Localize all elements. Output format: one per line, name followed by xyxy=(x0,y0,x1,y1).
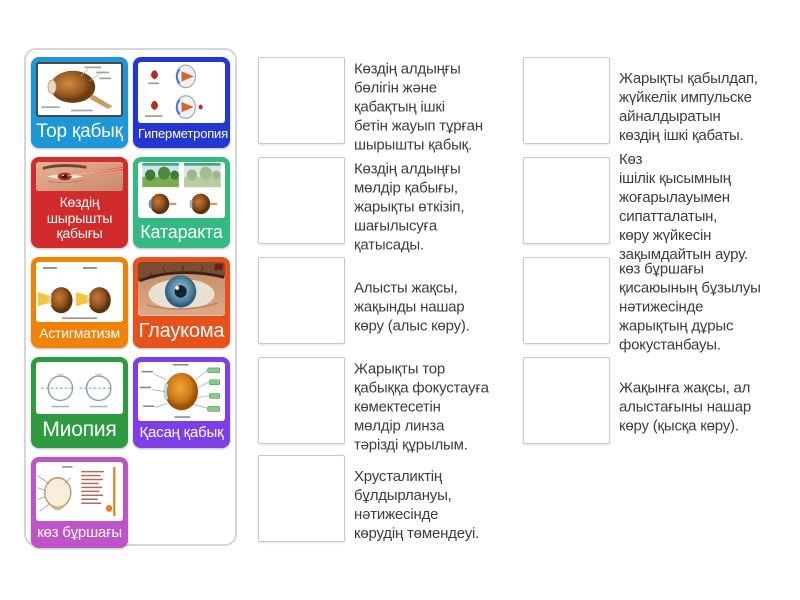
definition-text-right-2: Көз ішілік қысымның жоғарылауымен сипатт… xyxy=(619,150,748,263)
card-tor-qabyq[interactable]: Тор қабық xyxy=(31,57,128,148)
astigmatism-diagram-image xyxy=(36,262,123,323)
definition-text-left-3: Алысты жақсы, жақынды нашар көру (алыс к… xyxy=(354,279,470,334)
cornea-anatomy-image xyxy=(138,362,225,422)
card-qasan-qabyq[interactable]: Қасаң қабық xyxy=(133,357,230,448)
definition-text-right-1: Жарықты қабылдап, жүйкелік импульске айн… xyxy=(619,69,758,144)
card-panel: Тор қабық xyxy=(24,48,237,548)
match-row-right-3: көз бұршағы қисаюының бұзылуы нәтижесінд… xyxy=(523,257,800,353)
card-miopiya[interactable]: Миопия xyxy=(31,357,128,448)
definition-text-left-5: Хрусталиктің бұлдырлануы, нәтижесінде кө… xyxy=(354,467,480,542)
cataract-comparison-image xyxy=(138,162,225,218)
drop-target-left-2[interactable] xyxy=(258,157,345,244)
card-kozdin-shyryshty-qabygy[interactable]: Көздің шырышты қабығы xyxy=(31,157,128,248)
card-gipermetropiya[interactable]: Гиперметропия xyxy=(133,57,230,148)
drop-target-right-2[interactable] xyxy=(523,157,610,244)
definition-text-left-1: Көздің алдыңғы бөлігін және қабақтың ішк… xyxy=(354,60,483,153)
drop-target-left-4[interactable] xyxy=(258,357,345,444)
card-astigmatizm[interactable]: Астигматизм xyxy=(31,257,128,348)
card-label-miopiya: Миопия xyxy=(42,418,117,442)
card-label-gipermetropiya: Гиперметропия xyxy=(138,126,228,142)
match-row-left-3: Алысты жақсы, жақынды нашар көру (алыс к… xyxy=(258,257,538,344)
match-row-right-4: Жақынға жақсы, ал алыстағыны нашар көру … xyxy=(523,357,800,444)
card-label-kozdin-shyryshty-qabygy: Көздің шырышты қабығы xyxy=(46,193,113,242)
blue-eye-photo-image xyxy=(138,262,225,316)
drop-target-right-1[interactable] xyxy=(523,57,610,144)
hyperopia-diagram-image xyxy=(138,62,225,124)
card-glaukoma[interactable]: Глаукома xyxy=(133,257,230,348)
drop-target-left-3[interactable] xyxy=(258,257,345,344)
lens-diagram-image xyxy=(36,462,123,522)
definition-text-left-2: Көздің алдыңғы мөлдір қабығы, жарықты өт… xyxy=(354,160,465,253)
definition-text-left-4: Жарықты тор қабыққа фокустауға көмектесе… xyxy=(354,360,489,453)
eye-laser-photo-image xyxy=(36,162,123,191)
myopia-diagram-image xyxy=(36,362,123,415)
definition-text-right-4: Жақынға жақсы, ал алыстағыны нашар көру … xyxy=(619,379,752,434)
match-row-left-4: Жарықты тор қабыққа фокустауға көмектесе… xyxy=(258,357,538,453)
card-label-tor-qabyq: Тор қабық xyxy=(36,120,123,142)
drop-target-left-1[interactable] xyxy=(258,57,345,144)
match-row-left-5: Хрусталиктің бұлдырлануы, нәтижесінде кө… xyxy=(258,455,538,542)
card-label-koz-burshagy: көз бұршағы xyxy=(37,524,122,542)
card-label-qasan-qabyq: Қасаң қабық xyxy=(139,424,224,442)
match-row-left-2: Көздің алдыңғы мөлдір қабығы, жарықты өт… xyxy=(258,157,538,253)
drop-target-right-3[interactable] xyxy=(523,257,610,344)
card-katarakta[interactable]: Катаракта xyxy=(133,157,230,248)
match-row-right-2: Көз ішілік қысымның жоғарылауымен сипатт… xyxy=(523,151,800,263)
match-row-left-1: Көздің алдыңғы бөлігін және қабақтың ішк… xyxy=(258,57,538,153)
drop-target-right-4[interactable] xyxy=(523,357,610,444)
card-label-glaukoma: Глаукома xyxy=(138,319,225,342)
card-koz-burshagy[interactable]: көз бұршағы xyxy=(31,457,128,548)
drop-target-left-5[interactable] xyxy=(258,455,345,542)
card-label-astigmatizm: Астигматизм xyxy=(39,325,120,342)
definition-text-right-3: көз бұршағы қисаюының бұзылуы нәтижесінд… xyxy=(619,260,761,353)
match-row-right-1: Жарықты қабылдап, жүйкелік импульске айн… xyxy=(523,57,800,144)
card-label-katarakta: Катаракта xyxy=(140,221,223,242)
eye-anatomy-slide-image xyxy=(36,62,123,117)
